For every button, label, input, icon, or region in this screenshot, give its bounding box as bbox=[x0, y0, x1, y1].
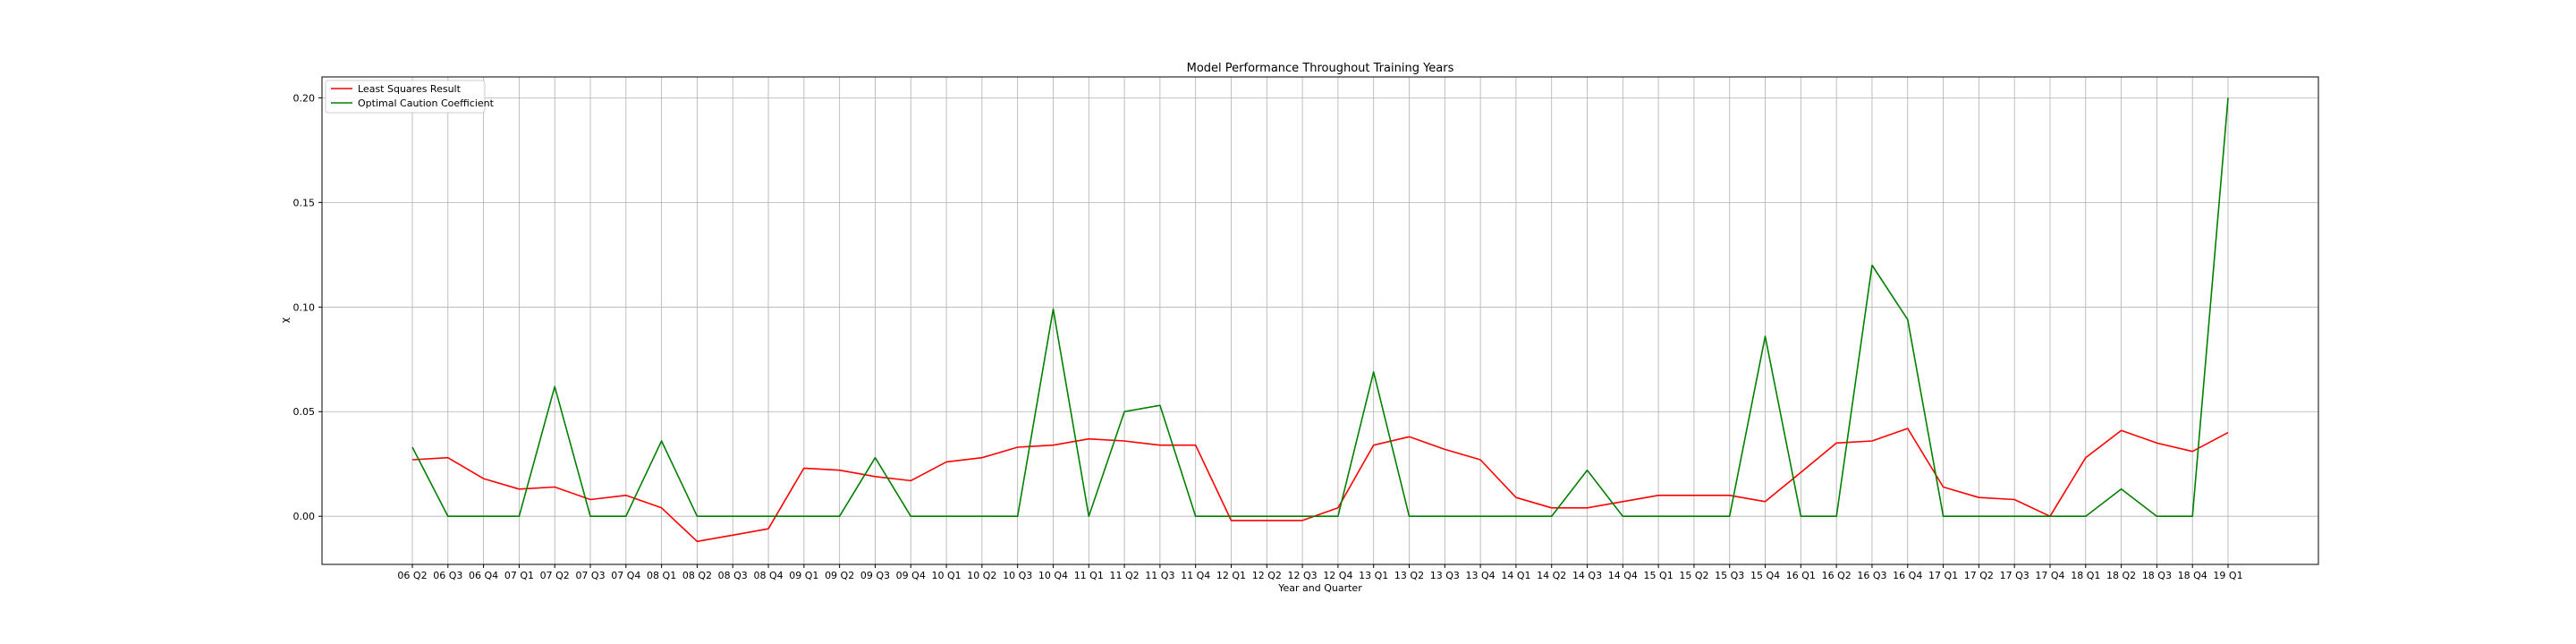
series-line-least-squares-result bbox=[411, 428, 2229, 543]
y-axis-label: χ bbox=[279, 317, 291, 323]
y-tick-label: 0.20 bbox=[293, 92, 316, 104]
x-tick-label: 17 Q3 bbox=[2000, 570, 2029, 581]
x-tick-label: 15 Q4 bbox=[1750, 570, 1780, 581]
x-tick-label: 13 Q4 bbox=[1466, 570, 1496, 581]
series-lines bbox=[411, 97, 2229, 543]
x-tick-label: 08 Q2 bbox=[682, 570, 712, 581]
legend-label-optimal-caution: Optimal Caution Coefficient bbox=[358, 97, 495, 109]
x-tick-label: 13 Q1 bbox=[1359, 570, 1388, 581]
x-tick-label: 09 Q2 bbox=[825, 570, 854, 581]
grid bbox=[322, 77, 2318, 564]
x-tick-label: 17 Q1 bbox=[1928, 570, 1958, 581]
x-tick-label: 16 Q3 bbox=[1857, 570, 1886, 581]
x-tick-label: 11 Q3 bbox=[1145, 570, 1174, 581]
y-axis: 0.00 0.05 0.10 0.15 0.20 bbox=[293, 92, 322, 522]
legend-label-least-squares: Least Squares Result bbox=[358, 83, 462, 95]
x-tick-label: 06 Q3 bbox=[433, 570, 462, 581]
x-tick-label: 14 Q1 bbox=[1501, 570, 1530, 581]
x-tick-label: 17 Q4 bbox=[2035, 570, 2064, 581]
x-tick-label: 14 Q2 bbox=[1537, 570, 1566, 581]
x-tick-label: 13 Q2 bbox=[1394, 570, 1424, 581]
x-tick-label: 15 Q3 bbox=[1715, 570, 1744, 581]
x-tick-label: 07 Q3 bbox=[575, 570, 605, 581]
x-tick-label: 09 Q1 bbox=[789, 570, 818, 581]
x-tick-label: 07 Q2 bbox=[540, 570, 570, 581]
x-tick-label: 11 Q4 bbox=[1181, 570, 1210, 581]
x-tick-label: 11 Q1 bbox=[1074, 570, 1104, 581]
x-tick-label: 15 Q2 bbox=[1679, 570, 1708, 581]
x-tick-label: 08 Q4 bbox=[753, 570, 783, 581]
x-tick-label: 10 Q3 bbox=[1003, 570, 1032, 581]
x-tick-label: 06 Q2 bbox=[397, 570, 427, 581]
x-tick-label: 18 Q1 bbox=[2071, 570, 2100, 581]
y-tick-label: 0.10 bbox=[293, 301, 316, 313]
x-tick-label: 10 Q1 bbox=[931, 570, 961, 581]
x-tick-label: 18 Q2 bbox=[2106, 570, 2136, 581]
x-tick-label: 18 Q3 bbox=[2142, 570, 2172, 581]
x-tick-label: 12 Q4 bbox=[1323, 570, 1352, 581]
x-tick-label: 12 Q3 bbox=[1288, 570, 1318, 581]
y-tick-label: 0.05 bbox=[293, 406, 316, 418]
x-tick-label: 11 Q2 bbox=[1110, 570, 1140, 581]
x-axis-label: Year and Quarter bbox=[1277, 582, 1362, 594]
x-tick-label: 10 Q4 bbox=[1038, 570, 1068, 581]
x-tick-label: 06 Q4 bbox=[469, 570, 498, 581]
x-tick-label: 16 Q4 bbox=[1893, 570, 1922, 581]
x-tick-label: 16 Q2 bbox=[1822, 570, 1852, 581]
x-tick-label: 14 Q4 bbox=[1608, 570, 1638, 581]
x-tick-label: 09 Q4 bbox=[896, 570, 926, 581]
y-tick-label: 0.00 bbox=[293, 511, 316, 522]
series-line-optimal-caution-coefficient bbox=[411, 97, 2229, 518]
x-tick-label: 14 Q3 bbox=[1572, 570, 1602, 581]
y-tick-label: 0.15 bbox=[293, 197, 316, 208]
plot-area-frame bbox=[321, 76, 2319, 565]
x-tick-label: 17 Q2 bbox=[1964, 570, 1994, 581]
x-tick-label: 12 Q1 bbox=[1216, 570, 1246, 581]
x-tick-label: 13 Q3 bbox=[1430, 570, 1460, 581]
legend-box bbox=[325, 80, 486, 114]
x-tick-label: 12 Q2 bbox=[1252, 570, 1282, 581]
x-tick-label: 19 Q1 bbox=[2213, 570, 2242, 581]
x-tick-label: 08 Q3 bbox=[718, 570, 748, 581]
x-axis: 06 Q2 06 Q3 06 Q4 07 Q1 07 Q2 07 Q3 07 Q4 08 Q1… bbox=[397, 564, 2243, 581]
chart-title: Model Performance Throughout Training Ye… bbox=[1187, 62, 1454, 75]
x-tick-label: 07 Q1 bbox=[504, 570, 534, 581]
x-tick-label: 07 Q4 bbox=[611, 570, 640, 581]
x-tick-label: 18 Q4 bbox=[2178, 570, 2207, 581]
x-tick-label: 15 Q1 bbox=[1644, 570, 1674, 581]
x-tick-label: 16 Q1 bbox=[1786, 570, 1816, 581]
x-tick-label: 09 Q3 bbox=[860, 570, 890, 581]
x-tick-label: 08 Q1 bbox=[647, 570, 676, 581]
x-tick-label: 10 Q2 bbox=[967, 570, 996, 581]
legend: Least Squares Result Optimal Caution Coe… bbox=[325, 80, 495, 114]
